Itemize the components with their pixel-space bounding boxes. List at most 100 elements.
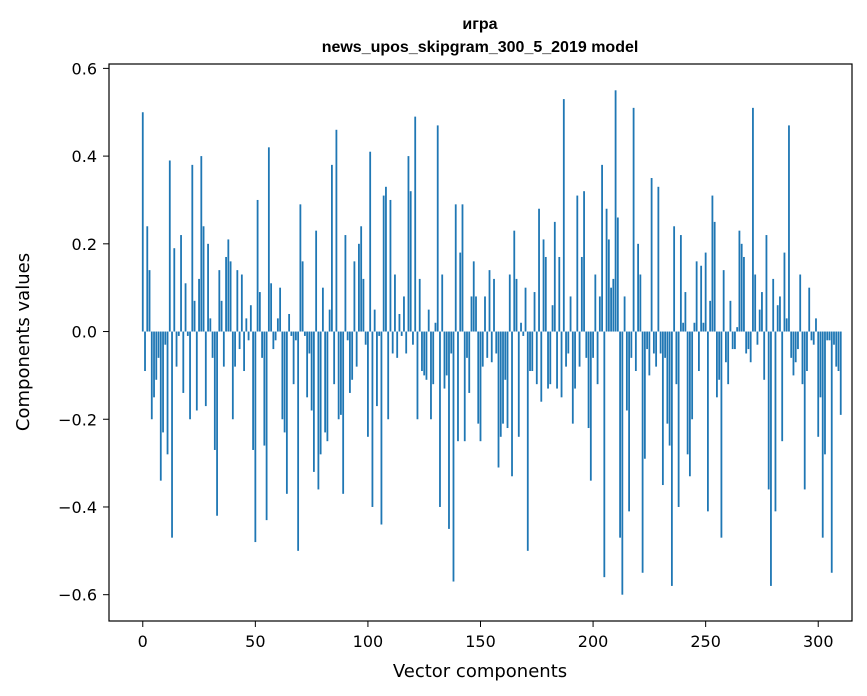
x-tick-label: 250 — [690, 632, 721, 651]
bar — [569, 296, 572, 332]
bar — [333, 331, 336, 385]
bar — [141, 112, 144, 332]
bar — [146, 226, 149, 332]
bar — [321, 287, 324, 332]
bar — [220, 300, 223, 332]
bar — [441, 274, 444, 332]
bar — [423, 331, 426, 376]
bar — [387, 331, 390, 420]
x-tick-label: 200 — [578, 632, 609, 651]
bar — [276, 318, 279, 332]
bar — [189, 331, 191, 420]
bar — [529, 331, 531, 372]
bar — [342, 331, 345, 494]
bar — [367, 331, 369, 437]
bar — [484, 296, 486, 332]
bar — [729, 300, 732, 332]
bar — [589, 331, 592, 481]
bar — [222, 331, 225, 367]
bar — [664, 331, 667, 358]
bar — [533, 292, 536, 332]
bar — [236, 270, 239, 332]
bar — [184, 283, 187, 332]
bar — [225, 256, 227, 332]
bar — [373, 309, 376, 332]
bar — [463, 331, 466, 442]
bar — [319, 331, 322, 455]
bar — [743, 256, 745, 332]
bar — [740, 243, 743, 332]
bar — [297, 331, 300, 551]
bar — [549, 331, 552, 385]
bar — [774, 331, 777, 512]
bar — [481, 331, 484, 367]
y-axis: −0.6 −0.4 −0.2 0.0 0.2 0.4 0.6 — [58, 59, 109, 605]
bar — [261, 331, 263, 358]
bar — [592, 331, 594, 358]
bar — [175, 331, 178, 367]
bar — [688, 331, 691, 477]
bar — [358, 243, 360, 332]
bar — [526, 331, 529, 551]
bar — [403, 296, 405, 332]
bar — [213, 331, 216, 450]
bar — [382, 195, 385, 332]
bar — [652, 331, 655, 354]
bar — [542, 239, 545, 332]
bar — [826, 331, 829, 341]
bar — [513, 230, 516, 332]
bar — [562, 99, 565, 332]
bar — [258, 292, 261, 332]
bar — [646, 331, 649, 350]
bar — [781, 331, 784, 442]
bar — [479, 331, 482, 442]
y-tick-label: 0.4 — [72, 147, 97, 166]
bar — [497, 331, 500, 468]
bar — [349, 331, 351, 393]
bar — [369, 151, 372, 332]
bar — [385, 186, 387, 332]
bar — [490, 331, 493, 363]
bar — [171, 331, 173, 538]
bar — [616, 217, 619, 332]
bar — [394, 274, 396, 332]
bar — [452, 331, 455, 582]
bar — [535, 331, 538, 385]
bar — [371, 331, 374, 507]
bar — [364, 331, 367, 345]
bar — [520, 322, 522, 332]
bar — [824, 331, 826, 455]
bar — [173, 248, 176, 332]
bar — [153, 331, 155, 398]
bar — [409, 191, 412, 332]
bar — [761, 292, 763, 332]
bar — [436, 125, 439, 332]
bar — [439, 331, 441, 507]
bar — [560, 331, 563, 398]
bar — [450, 331, 453, 354]
bar — [695, 261, 698, 332]
bar — [344, 235, 347, 332]
bar — [301, 261, 304, 332]
bar — [488, 270, 491, 332]
y-tick-label: −0.4 — [58, 498, 97, 517]
bar — [821, 331, 824, 538]
bar — [378, 331, 381, 336]
bar-series — [141, 90, 842, 595]
bar — [632, 107, 635, 332]
bar — [511, 331, 513, 477]
bar — [797, 331, 799, 350]
bar — [166, 331, 169, 455]
bar — [772, 278, 775, 332]
bar — [472, 261, 475, 332]
bar — [830, 331, 833, 573]
bar — [544, 256, 547, 332]
bar — [288, 313, 291, 332]
bar — [317, 331, 320, 490]
bar — [711, 195, 714, 332]
bar — [734, 331, 736, 350]
bar — [731, 331, 734, 350]
bar — [195, 331, 198, 411]
chart-title-line2: news_upos_skipgram_300_5_2019 model — [322, 39, 639, 56]
bar — [630, 331, 633, 358]
